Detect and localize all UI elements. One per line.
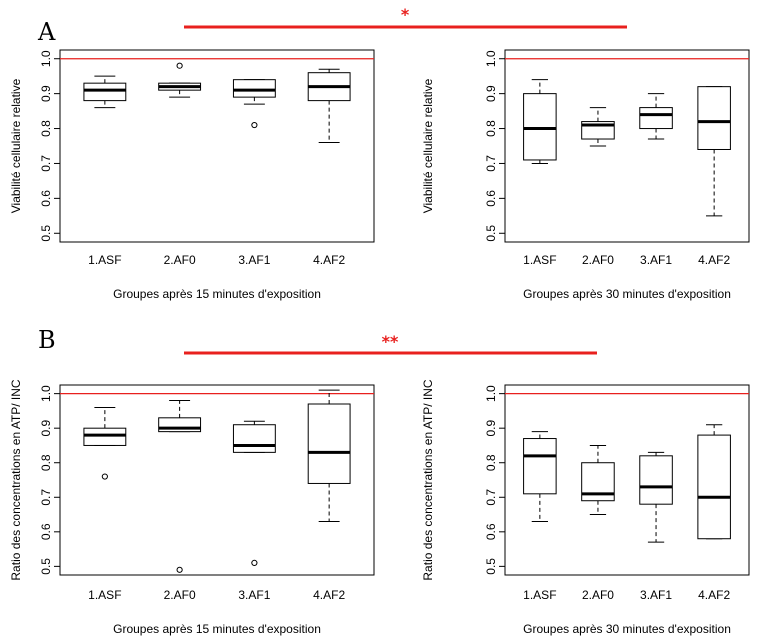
y-tick-label: 0.7 [484, 155, 498, 172]
y-tick-label: 0.5 [39, 558, 53, 575]
outlier-point [251, 121, 258, 129]
category-label: 3.AF1 [640, 253, 672, 267]
y-tick-label: 0.8 [39, 454, 53, 471]
y-tick-label: 0.9 [484, 85, 498, 102]
y-tick-label: 0.5 [484, 225, 498, 242]
category-label: 1.ASF [523, 253, 556, 267]
box-iqr [523, 438, 557, 495]
category-label: 3.AF1 [640, 588, 672, 602]
box-iqr [83, 82, 127, 102]
box-iqr [232, 424, 276, 453]
boxplot-2: 0.5 0.6 0.7 0.8 0.9 1.0 Viabilité cellulaire r… [421, 49, 750, 301]
box-iqr [307, 403, 351, 484]
y-tick-label: 0.6 [484, 523, 498, 540]
y-tick-label: 0.8 [39, 120, 53, 137]
boxplot-1: 0.5 0.6 0.7 0.8 0.9 1.0 Viabilité cellulaire r… [9, 49, 375, 301]
box-iqr [232, 79, 276, 98]
boxplot-3: 0.5 0.6 0.7 0.8 0.9 1.0 Ratio des concentratio… [9, 379, 375, 636]
y-tick-label: 0.6 [39, 190, 53, 207]
outlier-point [176, 62, 183, 69]
plot-frame [59, 49, 375, 243]
category-label: 3.AF1 [238, 588, 270, 602]
x-axis-title: Groupes après 15 minutes d'exposition [113, 287, 321, 301]
box-iqr [83, 427, 127, 446]
plot-frame [59, 384, 375, 576]
y-tick-label: 0.7 [484, 489, 498, 506]
y-tick-label: 1.0 [484, 50, 498, 67]
category-label: 4.AF2 [698, 588, 730, 602]
y-tick-label: 0.8 [484, 120, 498, 137]
category-label: 3.AF1 [238, 253, 270, 267]
x-axis-title: Groupes après 15 minutes d'exposition [113, 622, 321, 636]
x-axis-title: Groupes après 30 minutes d'exposition [523, 287, 731, 301]
category-label: 4.AF2 [698, 253, 730, 267]
outlier-point [176, 566, 183, 573]
y-tick-label: 0.7 [39, 489, 53, 506]
box-iqr [697, 434, 731, 540]
y-tick-label: 0.6 [39, 523, 53, 540]
panel-letter-a: A [37, 18, 56, 46]
outlier-point [251, 559, 258, 567]
y-tick-label: 0.9 [39, 420, 53, 437]
y-tick-label: 0.6 [484, 190, 498, 207]
category-label: 2.AF0 [582, 588, 614, 602]
category-label: 2.AF0 [582, 253, 614, 267]
category-label: 2.AF0 [164, 588, 196, 602]
y-tick-label: 0.7 [39, 155, 53, 172]
y-axis-title: Ratio des concentrations en ATP/ INC [421, 379, 435, 581]
y-tick-label: 0.9 [484, 420, 498, 437]
box-iqr [523, 93, 557, 161]
significance-marker-b: ** [382, 332, 399, 351]
y-tick-label: 1.0 [484, 385, 498, 402]
category-label: 4.AF2 [313, 588, 345, 602]
plot-frame [504, 384, 750, 576]
y-tick-label: 0.8 [484, 454, 498, 471]
y-tick-label: 0.9 [39, 85, 53, 102]
y-tick-label: 1.0 [39, 50, 53, 67]
category-label: 1.ASF [523, 588, 556, 602]
y-tick-label: 0.5 [39, 225, 53, 242]
y-axis-title: Viabilité cellulaire relative [9, 78, 23, 213]
category-label: 1.ASF [88, 253, 121, 267]
x-axis-title: Groupes après 30 minutes d'exposition [523, 622, 731, 636]
category-label: 4.AF2 [313, 253, 345, 267]
y-tick-label: 1.0 [39, 385, 53, 402]
outlier-point [101, 473, 108, 480]
category-label: 2.AF0 [164, 253, 196, 267]
boxplot-4: 0.5 0.6 0.7 0.8 0.9 1.0 Ratio des concentratio… [421, 379, 750, 636]
y-axis-title: Viabilité cellulaire relative [421, 78, 435, 213]
plot-frame [504, 49, 750, 243]
y-axis-title: Ratio des concentrations en ATP/ INC [9, 379, 23, 581]
box-iqr [639, 455, 673, 505]
box-iqr [697, 86, 731, 150]
y-tick-label: 0.5 [484, 558, 498, 575]
panel-letter-b: B [38, 326, 56, 354]
category-label: 1.ASF [88, 588, 121, 602]
significance-marker-a: * [401, 5, 410, 24]
box-iqr [639, 107, 673, 130]
